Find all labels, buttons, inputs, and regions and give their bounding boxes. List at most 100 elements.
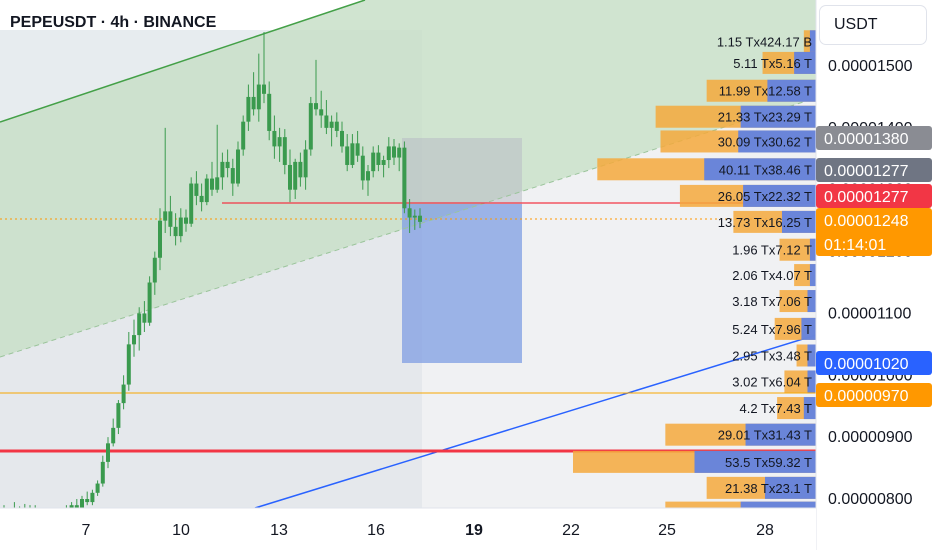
x-tick-label: 19 [465, 522, 483, 539]
candle-body [147, 282, 152, 323]
candle-body [189, 183, 194, 224]
currency-button[interactable]: USDT [820, 6, 926, 44]
candle [355, 130, 360, 162]
candle-body [225, 161, 230, 169]
candle-body [116, 403, 121, 428]
candle-body [246, 96, 251, 122]
volume-bar-buy [794, 51, 816, 74]
candle [350, 134, 355, 169]
candle-body [132, 335, 136, 345]
candle [168, 195, 173, 237]
candle-body [106, 443, 110, 462]
candle-body [90, 492, 95, 503]
candle [319, 90, 324, 128]
price-tag: 0.00001248 01:14:01 [816, 208, 932, 256]
volume-profile-row: 3.02 Tx6.04 T [732, 370, 816, 393]
volume-profile-row: 40.11 Tx38.46 T [597, 158, 816, 181]
candle-body [277, 137, 282, 147]
price-axis [816, 0, 932, 550]
candle [329, 115, 334, 147]
candle [277, 127, 282, 162]
price-tag-value: 0.00001380 [824, 131, 909, 148]
candle-body [334, 121, 339, 131]
candle-body [80, 499, 84, 511]
candle-body [407, 208, 412, 218]
candle-body [381, 160, 386, 165]
candle [272, 115, 277, 159]
price-tag-bg [816, 158, 932, 182]
candle-body [163, 211, 168, 221]
candle-body [298, 161, 303, 178]
candle [163, 127, 168, 234]
volume-profile-row: 21.33 Tx23.29 T [655, 105, 816, 128]
candle [220, 152, 225, 190]
candle [178, 208, 183, 243]
candle [85, 491, 90, 506]
x-tick-label: 25 [658, 522, 676, 539]
volume-bar-buy [694, 450, 816, 473]
candle-body [230, 168, 235, 184]
candle [262, 31, 266, 104]
candle [126, 331, 131, 391]
volume-profile-label: 26.05 Tx22.32 T [718, 189, 812, 204]
candle-body [366, 171, 370, 181]
volume-bar-buy [809, 264, 816, 287]
time-axis [0, 508, 816, 550]
volume-profile-label: 29.01 Tx31.43 T [718, 428, 812, 443]
price-tag-value: 0.00001020 [824, 356, 909, 373]
x-tick-label: 13 [270, 522, 288, 539]
price-tag: 0.00001020 [816, 351, 932, 375]
volume-profile-label: 4.2 Tx7.43 T [739, 401, 812, 416]
candle [334, 112, 339, 138]
candle-body [397, 147, 402, 158]
candle [371, 146, 376, 178]
volume-profile-row: 5.24 Tx7.96 T [732, 317, 816, 340]
candle [366, 164, 370, 196]
volume-profile-label: 2.06 Tx4.07 T [732, 268, 812, 283]
volume-profile-label: 3.02 Tx6.04 T [732, 374, 812, 389]
candle [340, 121, 344, 153]
candle-body [308, 103, 313, 150]
candle-body [100, 461, 105, 484]
volume-bar-buy [764, 476, 816, 499]
volume-profile-row: 2.95 Tx3.48 T [732, 344, 816, 367]
volume-profile-row: 53.5 Tx59.32 T [573, 450, 816, 473]
candle [225, 149, 230, 178]
candle-body [121, 384, 126, 404]
candle-body [314, 103, 318, 110]
candle-body [360, 155, 365, 181]
candle [147, 276, 152, 326]
candle-body [142, 313, 147, 323]
volume-bar-buy [809, 238, 816, 261]
candle-body [204, 178, 209, 203]
candle-body [137, 313, 142, 336]
volume-bar-buy [740, 105, 816, 128]
candle [324, 100, 329, 135]
position-profit-zone [402, 138, 522, 204]
candle-body [262, 84, 266, 94]
candle [100, 455, 105, 487]
candle [184, 209, 188, 232]
candle [407, 198, 412, 234]
candle-body [220, 161, 225, 178]
candle [173, 213, 178, 246]
volume-profile-label: 1.96 Tx7.12 T [732, 243, 812, 258]
candle-body [95, 483, 100, 493]
chart-title: PEPEUSDT · 4h · BINANCE [10, 14, 217, 31]
candle [230, 158, 235, 196]
candle-body [168, 211, 173, 227]
candle-body [340, 130, 344, 147]
candle-body [272, 130, 277, 147]
candle-body [319, 109, 324, 116]
candle-body [355, 143, 360, 156]
candle-body [371, 152, 376, 172]
candle [418, 208, 422, 229]
volume-profile-label: 13.73 Tx16.25 T [718, 215, 812, 230]
x-tick-label: 10 [172, 522, 190, 539]
candle-body [152, 257, 157, 283]
price-tag: 0.00001277 [816, 158, 932, 182]
candle [386, 137, 391, 169]
candle [267, 81, 272, 141]
